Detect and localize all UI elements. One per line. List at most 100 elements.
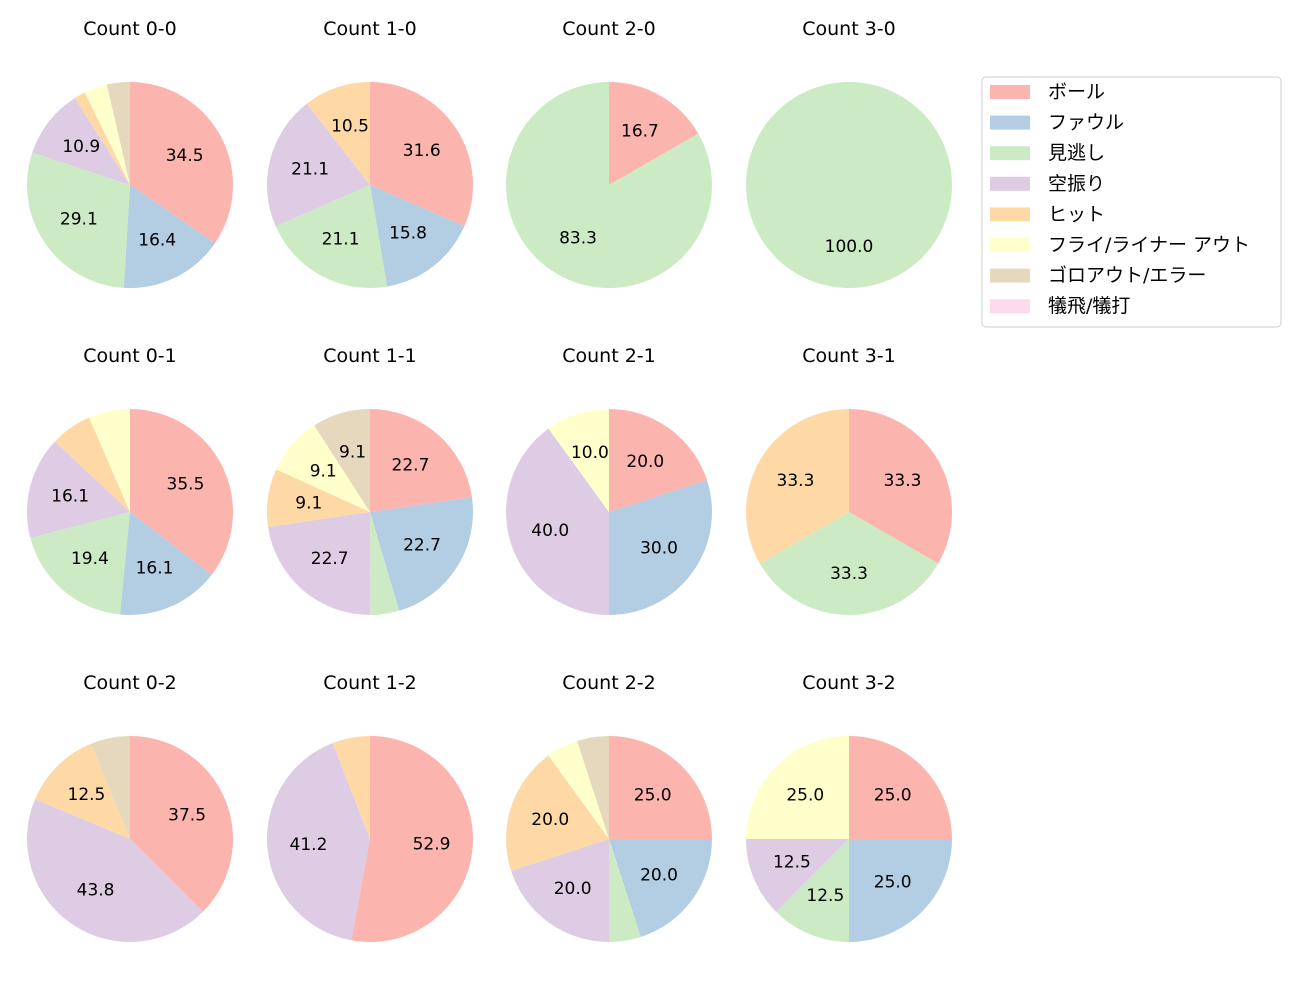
- pie-slice: [276, 425, 370, 512]
- pie-title: Count 1-2: [323, 672, 417, 694]
- pie-slice-label: 10.9: [62, 137, 100, 157]
- pie-slice-label: 10.5: [331, 117, 369, 137]
- pie-slice: [609, 839, 712, 937]
- legend-label: ボール: [1048, 81, 1105, 103]
- pie-count-0-2: Count 0-2 37.5 43.8 12.5: [26, 672, 233, 942]
- pie-count-1-0: Count 1-0 31.6 15.8 21.1 21.1 10.5: [267, 18, 473, 288]
- legend-label: ファウル: [1048, 112, 1124, 134]
- pie-slice: [84, 84, 130, 185]
- legend-swatch: [990, 299, 1030, 314]
- pie-slice-label: 25.0: [874, 785, 912, 805]
- pie-slice: [123, 185, 216, 288]
- pie-title: Count 0-2: [83, 672, 177, 694]
- pie-slice: [746, 736, 849, 839]
- pie-slice-label: 29.1: [60, 210, 98, 230]
- pie-slice: [609, 409, 707, 512]
- pie-slice: [267, 469, 370, 528]
- pie-slice: [90, 736, 130, 839]
- pie-slice-label: 20.0: [626, 452, 664, 472]
- pie-slice: [34, 743, 130, 839]
- pie-slice-label: 20.0: [531, 810, 569, 830]
- pie-title: Count 3-2: [802, 672, 896, 694]
- pie-slice: [370, 512, 400, 615]
- pie-slice-label: 15.8: [389, 224, 427, 244]
- pie-count-0-0: Count 0-0 34.5 16.4 29.1 10.9: [26, 18, 234, 288]
- legend-label: ヒット: [1048, 203, 1105, 225]
- pie-count-2-2: Count 2-2 25.0 20.0 20.0 20.0: [506, 672, 712, 942]
- pie-title: Count 0-0: [83, 18, 177, 40]
- pie-count-1-1: Count 1-122.722.722.79.19.19.1: [267, 345, 473, 615]
- pie-slice: [306, 82, 370, 185]
- pie-count-2-1: Count 2-1 20.0 30.0 40.0 10.0: [506, 345, 712, 615]
- pie-count-2-0: Count 2-0 16.7 83.3: [506, 18, 712, 289]
- pie-slice-label: 33.3: [777, 471, 815, 491]
- pie-slice-label: 40.0: [531, 521, 569, 541]
- legend-swatch: [990, 146, 1030, 161]
- pie-slice-label: 31.6: [403, 141, 441, 161]
- pie-slice-label: 33.3: [830, 564, 868, 584]
- pie-slice-label: 9.1: [295, 493, 322, 513]
- pie-slice-label: 20.0: [640, 865, 678, 885]
- pie-title: Count 2-0: [562, 18, 656, 40]
- pie-slice-label: 83.3: [559, 228, 597, 248]
- pie-slice: [776, 839, 849, 942]
- pie-slice-label: 16.4: [138, 230, 176, 250]
- pie-slice: [26, 152, 130, 288]
- pie-slice: [849, 409, 952, 564]
- pie-slice: [548, 741, 609, 839]
- pie-slice-label: 22.7: [403, 535, 441, 555]
- pie-slice: [27, 441, 131, 539]
- pie-slice: [26, 799, 203, 942]
- legend-label: 犠飛/犠打: [1048, 295, 1130, 317]
- legend-frame: [981, 76, 1282, 328]
- pie-slice: [267, 742, 370, 941]
- pie-slice-label: 33.3: [884, 471, 922, 491]
- pie-slice: [609, 480, 712, 615]
- pie-slice: [370, 185, 465, 287]
- pie-slice: [759, 512, 939, 615]
- pie-slice: [30, 512, 130, 615]
- pie-slice: [577, 736, 609, 839]
- legend-label: 空振り: [1048, 173, 1105, 195]
- pie-slice-label: 12.5: [773, 853, 811, 873]
- pie-slice-label: 52.9: [413, 835, 451, 855]
- pie-slice-label: 9.1: [339, 443, 366, 463]
- pie-slice-label: 22.7: [311, 549, 349, 569]
- pie-slice: [275, 185, 388, 288]
- pie-slice-label: 16.7: [621, 122, 659, 142]
- pie-slice: [351, 735, 474, 943]
- legend-label: 見逃し: [1048, 142, 1105, 164]
- pie-slice: [746, 839, 849, 912]
- pie-title: Count 3-1: [802, 345, 896, 367]
- pie-slice: [54, 417, 130, 512]
- pie-slice: [268, 512, 371, 615]
- pie-slice-label: 21.1: [291, 160, 329, 180]
- pie-slice-label: 12.5: [806, 886, 844, 906]
- pie-slice-label: 43.8: [77, 880, 115, 900]
- pie-slice: [370, 82, 473, 227]
- pie-slice: [506, 755, 609, 871]
- pie-slice-label: 20.0: [554, 879, 592, 899]
- pie-slice: [119, 512, 212, 615]
- pie-slice-label: 16.1: [136, 559, 174, 579]
- pie-count-1-2: Count 1-2 52.9 41.2: [267, 672, 474, 943]
- pie-slice-label: 10.0: [571, 443, 609, 463]
- pie-title: Count 2-2: [562, 672, 656, 694]
- pie-slice: [506, 82, 712, 289]
- pie-slice: [548, 409, 609, 512]
- pie-slice-label: 34.5: [166, 146, 204, 166]
- pie-slice-label: 12.5: [68, 785, 106, 805]
- pie-slice-label: 35.5: [167, 475, 205, 495]
- pie-slice-label: 19.4: [71, 549, 109, 569]
- legend-swatch: [990, 176, 1030, 191]
- legend-swatch: [990, 85, 1030, 99]
- pie-slice: [370, 409, 472, 512]
- pie-slice: [609, 839, 641, 942]
- pie-title: Count 1-1: [323, 345, 417, 367]
- pie-slice: [745, 409, 849, 564]
- legend-label: ゴロアウト/エラー: [1048, 265, 1206, 287]
- pie-slice: [267, 103, 370, 227]
- pie-slice: [74, 92, 130, 185]
- pie-title: Count 0-1: [83, 345, 177, 367]
